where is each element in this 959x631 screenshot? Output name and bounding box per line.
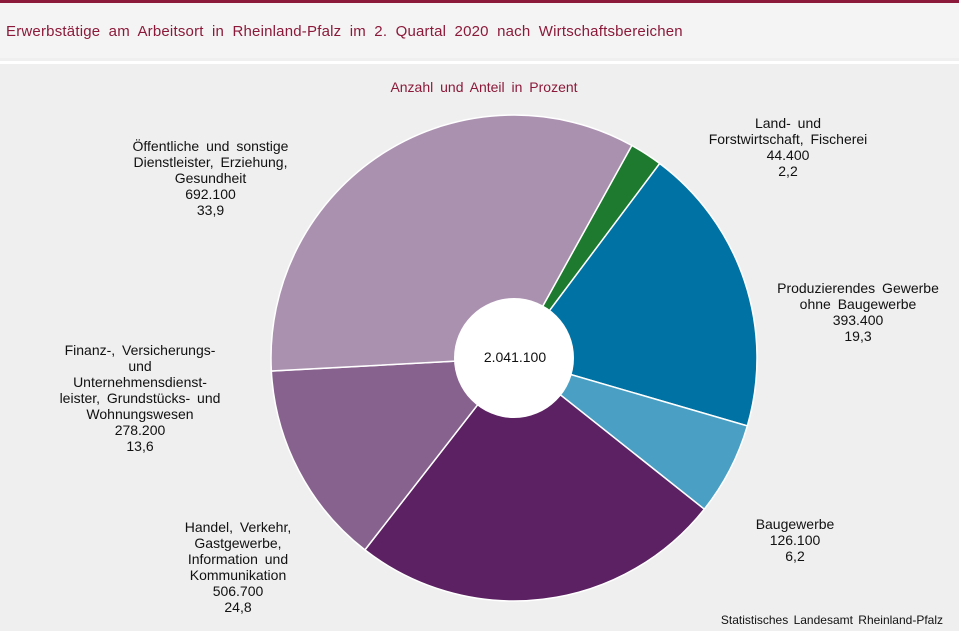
slice-label-oeffentliche-dienstleister: Öffentliche und sonstige Dienstleister, … [132,138,289,218]
header-band: Erwerbstätige am Arbeitsort in Rheinland… [0,3,959,58]
pie-slice-handel-verkehr [363,356,706,602]
chart-title: Erwerbstätige am Arbeitsort in Rheinland… [6,23,683,40]
slice-label-finanz-versicherung: Finanz-, Versicherungs- und Unternehmens… [59,342,221,454]
slice-label-produzierendes-gewerbe: Produzierendes Gewerbe ohne Baugewerbe 3… [777,280,939,344]
slice-label-baugewerbe: Baugewerbe 126.100 6,2 [755,516,835,564]
chart-subtitle: Anzahl und Anteil in Prozent [390,79,578,95]
top-accent-rule [0,0,959,3]
pie-slice-produzierendes-gewerbe [512,162,758,427]
header-separator [0,61,959,64]
total-label: 2.041.100 [483,349,547,365]
slice-label-land-forst: Land- und Forstwirtschaft, Fischerei 44.… [708,115,868,179]
donut-hole [454,298,574,418]
pie-slice-finanz-versicherung [270,357,516,551]
slice-label-handel-verkehr: Handel, Verkehr, Gastgewerbe, Informatio… [184,519,292,615]
source-note: Statistisches Landesamt Rheinland-Pfalz [720,613,943,627]
